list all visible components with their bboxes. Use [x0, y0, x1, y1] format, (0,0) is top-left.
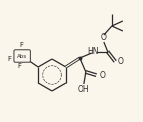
Text: HN: HN	[87, 47, 99, 56]
Text: F: F	[7, 56, 11, 62]
Text: OH: OH	[78, 86, 90, 95]
FancyBboxPatch shape	[14, 50, 30, 62]
Text: O: O	[118, 57, 124, 66]
Text: F: F	[17, 63, 21, 69]
Text: F: F	[19, 42, 23, 48]
Text: Abs: Abs	[17, 54, 27, 59]
Text: O: O	[100, 71, 106, 80]
Text: O: O	[101, 32, 107, 41]
